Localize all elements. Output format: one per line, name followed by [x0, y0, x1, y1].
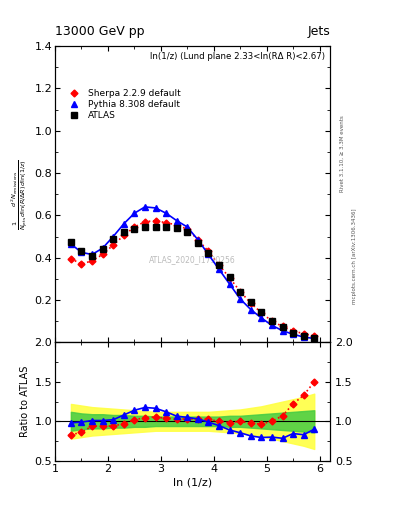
- ATLAS: [270, 318, 274, 324]
- ATLAS: [79, 248, 84, 254]
- ATLAS: [111, 236, 116, 242]
- Pythia 8.308 default: [79, 249, 84, 255]
- Sherpa 2.2.9 default: [121, 232, 126, 239]
- Sherpa 2.2.9 default: [143, 219, 147, 225]
- Pythia 8.308 default: [280, 328, 285, 334]
- Sherpa 2.2.9 default: [90, 258, 94, 264]
- Pythia 8.308 default: [185, 224, 190, 230]
- Sherpa 2.2.9 default: [153, 218, 158, 224]
- ATLAS: [174, 225, 179, 231]
- Pythia 8.308 default: [238, 296, 242, 302]
- Pythia 8.308 default: [100, 245, 105, 251]
- ATLAS: [238, 288, 242, 294]
- Sherpa 2.2.9 default: [270, 318, 274, 324]
- Pythia 8.308 default: [90, 251, 94, 258]
- Line: Pythia 8.308 default: Pythia 8.308 default: [68, 204, 317, 342]
- Sherpa 2.2.9 default: [185, 226, 190, 232]
- Pythia 8.308 default: [195, 237, 200, 243]
- Pythia 8.308 default: [217, 266, 221, 272]
- Text: 13000 GeV pp: 13000 GeV pp: [55, 26, 145, 38]
- ATLAS: [185, 229, 190, 236]
- Y-axis label: Ratio to ATLAS: Ratio to ATLAS: [20, 366, 30, 437]
- ATLAS: [227, 273, 232, 280]
- Pythia 8.308 default: [206, 251, 211, 258]
- ATLAS: [68, 239, 73, 245]
- X-axis label: ln (1/z): ln (1/z): [173, 478, 212, 488]
- Text: Jets: Jets: [307, 26, 330, 38]
- Text: ln(1/z) (Lund plane 2.33<ln(RΔ R)<2.67): ln(1/z) (Lund plane 2.33<ln(RΔ R)<2.67): [150, 52, 325, 61]
- ATLAS: [164, 224, 169, 230]
- Sherpa 2.2.9 default: [312, 333, 317, 339]
- ATLAS: [291, 330, 296, 336]
- Sherpa 2.2.9 default: [174, 222, 179, 228]
- Pythia 8.308 default: [259, 315, 264, 321]
- Pythia 8.308 default: [301, 334, 306, 340]
- Text: Rivet 3.1.10, ≥ 3.3M events: Rivet 3.1.10, ≥ 3.3M events: [340, 115, 345, 192]
- Line: Sherpa 2.2.9 default: Sherpa 2.2.9 default: [68, 218, 317, 338]
- Sherpa 2.2.9 default: [68, 255, 73, 262]
- Pythia 8.308 default: [227, 281, 232, 287]
- Pythia 8.308 default: [111, 233, 116, 240]
- ATLAS: [132, 226, 137, 232]
- Sherpa 2.2.9 default: [111, 242, 116, 248]
- ATLAS: [100, 246, 105, 252]
- ATLAS: [143, 224, 147, 230]
- Sherpa 2.2.9 default: [291, 328, 296, 334]
- ATLAS: [259, 309, 264, 315]
- Sherpa 2.2.9 default: [100, 251, 105, 258]
- ATLAS: [217, 262, 221, 268]
- Pythia 8.308 default: [174, 218, 179, 224]
- ATLAS: [312, 335, 317, 341]
- Sherpa 2.2.9 default: [280, 324, 285, 330]
- Sherpa 2.2.9 default: [195, 237, 200, 243]
- Y-axis label: $\frac{1}{N_{\mathrm{jets}}}\frac{d^2 N_{\mathrm{emissions}}}{d\ln(R/\Delta R)\,: $\frac{1}{N_{\mathrm{jets}}}\frac{d^2 N_…: [9, 159, 30, 230]
- Sherpa 2.2.9 default: [259, 310, 264, 316]
- Pythia 8.308 default: [248, 307, 253, 313]
- Sherpa 2.2.9 default: [206, 248, 211, 254]
- Pythia 8.308 default: [121, 221, 126, 227]
- Sherpa 2.2.9 default: [132, 224, 137, 230]
- Pythia 8.308 default: [164, 210, 169, 216]
- Pythia 8.308 default: [153, 205, 158, 211]
- ATLAS: [206, 250, 211, 257]
- Sherpa 2.2.9 default: [79, 261, 84, 267]
- Pythia 8.308 default: [68, 241, 73, 247]
- ATLAS: [195, 240, 200, 246]
- Sherpa 2.2.9 default: [164, 220, 169, 226]
- Pythia 8.308 default: [270, 323, 274, 329]
- Pythia 8.308 default: [291, 331, 296, 337]
- Text: ATLAS_2020_I1790256: ATLAS_2020_I1790256: [149, 255, 236, 264]
- ATLAS: [153, 224, 158, 230]
- Sherpa 2.2.9 default: [217, 262, 221, 268]
- ATLAS: [121, 229, 126, 236]
- Text: mcplots.cern.ch [arXiv:1306.3436]: mcplots.cern.ch [arXiv:1306.3436]: [352, 208, 357, 304]
- Line: ATLAS: ATLAS: [68, 224, 317, 341]
- Pythia 8.308 default: [312, 335, 317, 342]
- ATLAS: [301, 333, 306, 339]
- Sherpa 2.2.9 default: [227, 275, 232, 281]
- Legend: Sherpa 2.2.9 default, Pythia 8.308 default, ATLAS: Sherpa 2.2.9 default, Pythia 8.308 defau…: [62, 86, 183, 123]
- Pythia 8.308 default: [143, 204, 147, 210]
- Sherpa 2.2.9 default: [301, 331, 306, 337]
- ATLAS: [248, 299, 253, 305]
- ATLAS: [90, 252, 94, 259]
- Pythia 8.308 default: [132, 210, 137, 216]
- Sherpa 2.2.9 default: [248, 300, 253, 306]
- ATLAS: [280, 325, 285, 331]
- Sherpa 2.2.9 default: [238, 288, 242, 294]
